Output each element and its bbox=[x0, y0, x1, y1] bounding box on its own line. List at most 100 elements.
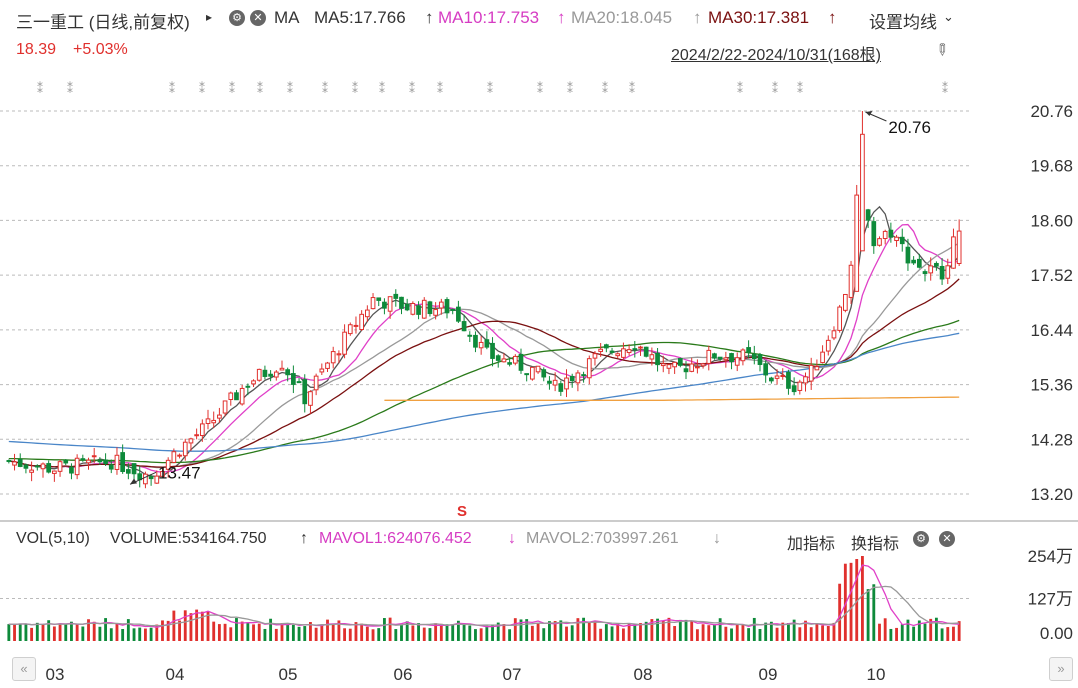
volume-bar bbox=[195, 609, 199, 641]
candle-body bbox=[308, 391, 313, 406]
event-marker-icon: ⁑ bbox=[772, 81, 778, 96]
price-axis-label: 16.44 bbox=[1030, 321, 1073, 340]
volume-bar bbox=[621, 628, 625, 641]
chevron-down-icon[interactable]: ⌄ bbox=[943, 9, 954, 24]
volume-axis-label: 127万 bbox=[1028, 590, 1073, 609]
candle-body bbox=[655, 352, 660, 366]
month-axis-label: 05 bbox=[279, 665, 298, 684]
candle-body bbox=[848, 264, 854, 298]
volume-axis-label: 254万 bbox=[1028, 547, 1073, 566]
volume-bar bbox=[217, 624, 221, 641]
volume-bar bbox=[382, 618, 386, 641]
volume-bar bbox=[866, 589, 870, 641]
volume-bar bbox=[206, 611, 210, 641]
play-triangle-icon[interactable]: ▸ bbox=[206, 10, 213, 24]
add-indicator-button[interactable]: 加指标 bbox=[787, 536, 836, 553]
volume-bar bbox=[548, 621, 551, 641]
candle-body bbox=[57, 461, 63, 472]
candle-body bbox=[899, 236, 905, 245]
volume-bar bbox=[109, 628, 113, 641]
volume-bar bbox=[809, 627, 813, 641]
candle-body bbox=[689, 363, 695, 372]
candle-body bbox=[103, 459, 108, 465]
candle-body bbox=[285, 369, 291, 376]
volume-bar bbox=[513, 618, 517, 641]
volume-bar bbox=[849, 562, 853, 641]
candle-body bbox=[677, 358, 683, 366]
volume-bar bbox=[713, 624, 716, 641]
volume-bar bbox=[263, 628, 267, 641]
candle-body bbox=[456, 306, 461, 322]
volume-bar bbox=[439, 623, 443, 641]
volume-bar bbox=[957, 621, 961, 641]
candle-body bbox=[370, 297, 376, 310]
candle-body bbox=[444, 299, 450, 314]
candle-body bbox=[740, 349, 746, 362]
close-icon[interactable]: ✕ bbox=[939, 530, 955, 548]
scroll-right-button[interactable]: » bbox=[1049, 657, 1073, 681]
volume-bar bbox=[946, 627, 950, 641]
candle-body bbox=[120, 452, 126, 472]
candle-body bbox=[325, 362, 330, 369]
scroll-left-button[interactable]: « bbox=[12, 657, 36, 681]
volume-bar bbox=[434, 623, 438, 641]
candle-body bbox=[205, 418, 211, 424]
ma-settings-button[interactable]: 设置均线 bbox=[869, 13, 937, 32]
month-axis-label: 10 bbox=[867, 665, 886, 684]
event-marker-icon: ⁑ bbox=[67, 81, 73, 96]
volume-bar bbox=[764, 622, 768, 641]
candle-body bbox=[359, 313, 365, 331]
volume-bar bbox=[400, 624, 403, 641]
candle-body bbox=[501, 358, 507, 363]
candle-body bbox=[404, 303, 410, 311]
candle-body bbox=[194, 434, 199, 437]
candle-body bbox=[427, 301, 433, 315]
close-icon[interactable]: ✕ bbox=[250, 9, 266, 27]
ma5-line bbox=[8, 205, 960, 478]
candle-body bbox=[399, 296, 404, 309]
candle-body bbox=[751, 353, 757, 360]
month-axis-label: 06 bbox=[394, 665, 413, 684]
volume-bar bbox=[451, 624, 455, 641]
stock-title[interactable]: 三一重工 (日线,前复权) bbox=[16, 13, 190, 32]
candle-body bbox=[905, 246, 911, 264]
switch-indicator-button[interactable]: 换指标 bbox=[851, 536, 900, 553]
candle-body bbox=[188, 438, 194, 444]
volume-bar bbox=[172, 610, 176, 641]
date-range[interactable]: 2024/2/22-2024/10/31(168根) bbox=[671, 47, 881, 64]
candle-body bbox=[268, 373, 273, 377]
event-marker-icon: ⁑ bbox=[437, 81, 443, 96]
volume-bar bbox=[627, 623, 631, 641]
candle-body bbox=[171, 451, 177, 463]
volume-bar bbox=[843, 563, 847, 641]
candle-body bbox=[313, 375, 319, 391]
volume-bar bbox=[616, 623, 620, 641]
candle-body bbox=[712, 353, 717, 359]
volume-bar bbox=[690, 620, 694, 641]
candle-body bbox=[774, 375, 780, 379]
volume-bar bbox=[388, 617, 392, 641]
volume-bar bbox=[479, 628, 483, 641]
candle-body bbox=[666, 364, 672, 369]
volume-bar bbox=[724, 626, 728, 641]
volume-bar bbox=[422, 627, 426, 641]
candle-body bbox=[91, 455, 97, 458]
candle-body bbox=[649, 354, 655, 360]
candle-body bbox=[524, 373, 530, 376]
volume-bar bbox=[747, 628, 751, 641]
volume-bar bbox=[656, 618, 659, 641]
candle-body bbox=[239, 387, 245, 405]
gear-icon[interactable]: ⚙ bbox=[913, 530, 929, 548]
volume-bar bbox=[860, 556, 864, 641]
volume-bar bbox=[121, 629, 125, 641]
gear-icon[interactable]: ⚙ bbox=[229, 9, 245, 27]
volume-bar bbox=[917, 620, 921, 641]
mavol2-value: MAVOL2:703997.261 bbox=[526, 530, 679, 547]
ma30-up-arrow-icon: ↑ bbox=[828, 8, 837, 27]
candle-body bbox=[251, 380, 256, 385]
candle-body bbox=[262, 369, 268, 377]
candle-body bbox=[723, 357, 729, 361]
volume-bar bbox=[741, 624, 745, 641]
price-axis-label: 18.60 bbox=[1030, 211, 1073, 230]
